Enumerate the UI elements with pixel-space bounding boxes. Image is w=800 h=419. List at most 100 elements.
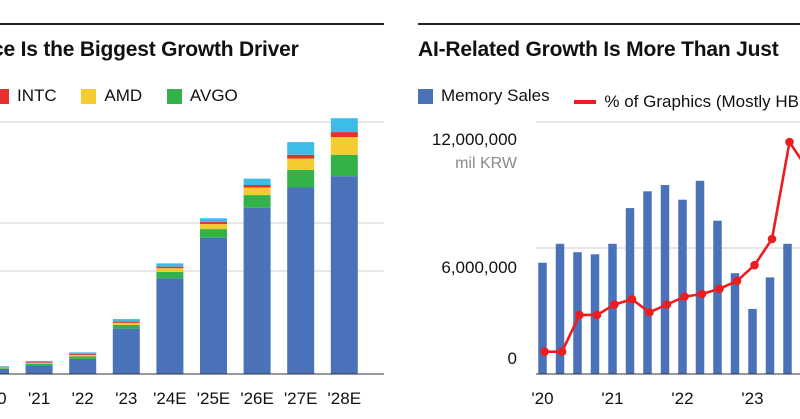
bar-segment [112, 328, 140, 374]
right-chart-panel: AI-Related Growth Is More Than Just Memo… [418, 0, 800, 419]
graphics-share-point [575, 310, 584, 320]
right-legend: Memory Sales % of Graphics (Mostly HB [418, 86, 800, 112]
bar-segment [243, 185, 271, 188]
graphics-share-point [697, 289, 707, 299]
bar-segment [287, 158, 315, 170]
bar-segment [200, 237, 227, 374]
graphics-share-point [785, 137, 794, 147]
bar-segment [156, 263, 184, 267]
x-tick-label: '23 [115, 389, 137, 408]
graphics-share-point [662, 300, 672, 309]
legend-item-intc: INTC [0, 86, 57, 106]
graphics-share-point [715, 284, 724, 294]
bar-segment [156, 271, 184, 279]
graphics-share-point [680, 292, 689, 301]
bar-segment [0, 368, 9, 374]
bar-segment [243, 187, 271, 196]
bar-segment [25, 363, 53, 366]
legend-swatch-avgo [166, 88, 182, 104]
graphics-share-line [544, 140, 800, 353]
legend-label-avgo: AVGO [189, 86, 238, 105]
y-unit-label: mil KRW [455, 155, 518, 172]
bar-segment [0, 368, 9, 369]
bar-segment [69, 356, 97, 359]
legend-item-amd: AMD [81, 86, 142, 106]
left-chart-panel: ce Is the Biggest Growth Driver INTC AMD… [0, 0, 384, 419]
bar-segment [330, 176, 358, 374]
y-tick-label: 0 [508, 349, 517, 368]
bar-segment [25, 360, 53, 363]
legend-swatch-amd [81, 88, 97, 104]
right-top-rule [418, 23, 800, 25]
graphics-share-point [645, 308, 654, 317]
left-chart-plot: '20 '21 '22 '23 '24E '25E '26E '27E '28E [0, 118, 384, 408]
right-chart-title: AI-Related Growth Is More Than Just [418, 38, 779, 61]
memory-sales-bar [643, 191, 652, 374]
memory-sales-bar [660, 185, 670, 374]
graphics-share-point [627, 294, 637, 304]
bar-segment [25, 365, 53, 374]
bar-segment [156, 268, 184, 272]
bar-segment [25, 362, 53, 364]
bar-segment [156, 278, 184, 374]
x-tick-label: '22 [671, 389, 693, 408]
bar-segment [287, 187, 315, 374]
x-tick-label: '22 [72, 389, 94, 408]
bar-segment [112, 322, 140, 325]
legend-label-graphics-share: % of Graphics (Mostly HB [604, 91, 799, 111]
bar-segment [112, 321, 140, 323]
memory-sales-bar [608, 243, 617, 374]
x-tick-label: '25E [197, 389, 231, 408]
legend-item-avgo: AVGO [166, 86, 238, 106]
bar-segment [330, 154, 358, 177]
memory-sales-bar [713, 220, 722, 374]
legend-swatch-intc [0, 88, 9, 104]
left-legend: INTC AMD AVGO [0, 86, 258, 109]
bar-segment [69, 354, 97, 356]
bar-segment [200, 229, 227, 238]
x-tick-label: '20 [0, 389, 7, 408]
right-chart-plot: 12,000,000 6,000,000 0 mil KRW '20 '21 '22 '23 [432, 121, 800, 408]
bar-segment [0, 367, 9, 369]
bar-segment [287, 154, 315, 159]
bar-segment [69, 358, 97, 374]
memory-sales-bar [625, 208, 635, 374]
legend-swatch-memory-sales [418, 88, 433, 104]
bar-segment [243, 178, 271, 185]
x-tick-label: '26E [240, 389, 274, 408]
left-chart-title: ce Is the Biggest Growth Driver [0, 38, 299, 61]
y-tick-label: 6,000,000 [441, 258, 517, 277]
x-tick-label: '27E [284, 389, 318, 408]
memory-sales-bar [695, 180, 705, 374]
legend-item-memory-sales: Memory Sales [418, 86, 550, 106]
bar-segment [243, 195, 271, 208]
left-top-rule [0, 23, 384, 25]
legend-label-memory-sales: Memory Sales [441, 86, 550, 105]
x-tick-label: '21 [28, 389, 50, 408]
memory-sales-bar [555, 243, 565, 374]
bar-segment [156, 266, 184, 269]
graphics-share-point [750, 260, 759, 270]
bar-segment [69, 352, 97, 355]
x-tick-label: '24E [153, 389, 187, 408]
x-tick-label: '21 [601, 389, 623, 408]
bar-segment [25, 362, 53, 363]
bar-segment [330, 137, 358, 155]
legend-swatch-graphics-share [574, 99, 597, 104]
legend-label-amd: AMD [104, 86, 143, 105]
graphics-share-point [592, 310, 602, 320]
y-tick-label: 12,000,000 [432, 130, 517, 149]
x-tick-label: '28E [328, 389, 362, 408]
bar-segment [243, 207, 271, 374]
memory-sales-bar [765, 277, 775, 374]
bar-segment [330, 132, 358, 138]
bar-segment [112, 324, 140, 329]
memory-sales-bar [730, 273, 740, 374]
graphics-share-point [557, 347, 567, 356]
x-tick-label: '23 [741, 389, 763, 408]
bar-segment [330, 118, 358, 133]
bar-segment [200, 222, 227, 225]
bar-segment [287, 142, 315, 155]
graphics-share-point [767, 234, 777, 244]
bar-segment [200, 218, 227, 223]
